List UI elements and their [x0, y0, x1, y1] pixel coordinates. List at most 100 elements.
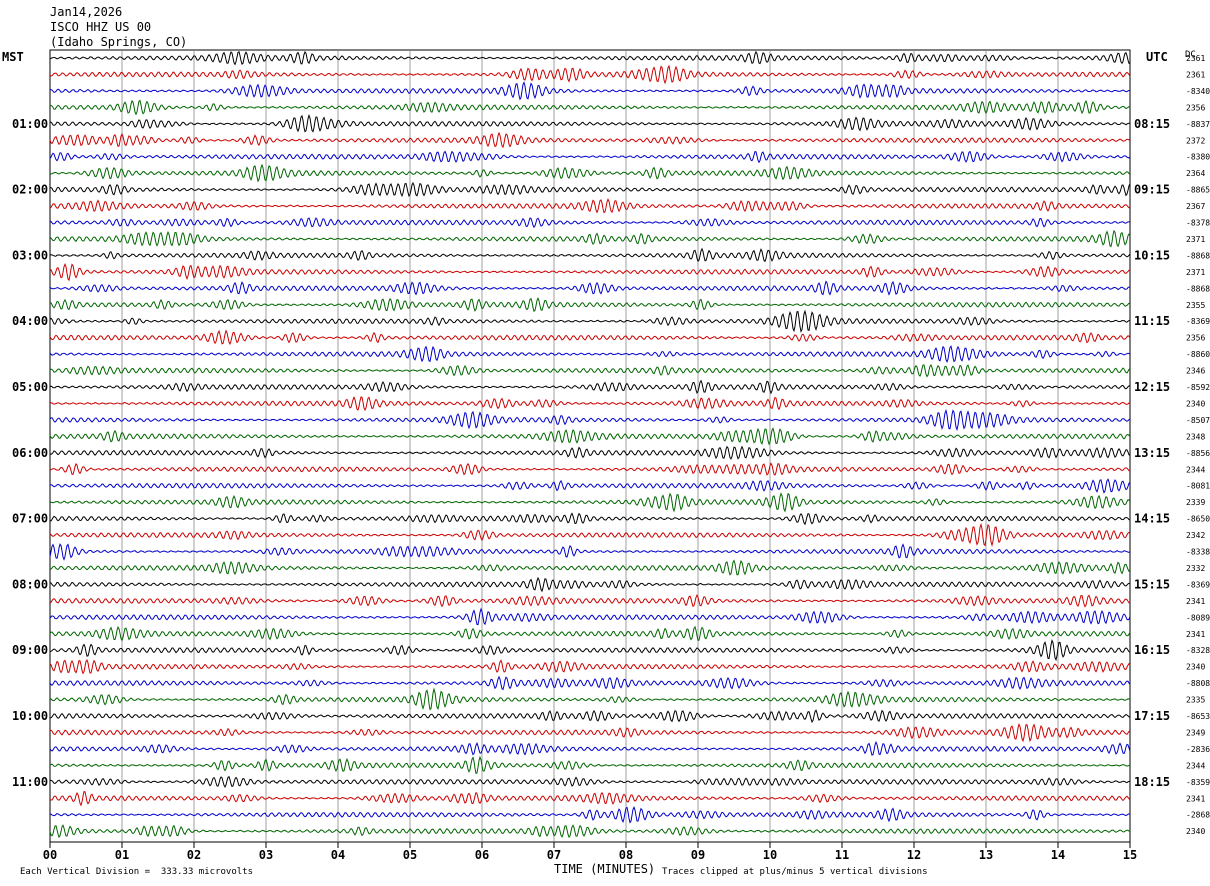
trace-row: [49, 755, 1131, 775]
dc-value: 2344: [1186, 465, 1205, 474]
dc-value: -8089: [1186, 613, 1210, 622]
dc-value: 2356: [1186, 103, 1205, 112]
dc-value: 2332: [1186, 564, 1205, 573]
header-location: (Idaho Springs, CO): [50, 35, 188, 49]
dc-value: -8340: [1186, 87, 1210, 96]
clip-note: Traces clipped at plus/minus 5 vertical …: [662, 867, 928, 877]
trace-row: [49, 345, 1131, 363]
left-hour-label: 06:00: [12, 446, 48, 460]
dc-value: -8369: [1186, 317, 1210, 326]
trace-row: [49, 396, 1131, 412]
x-tick-label: 05: [403, 848, 417, 862]
trace-row: [49, 639, 1131, 662]
trace-row: [49, 50, 1131, 66]
trace-row: [49, 625, 1131, 642]
trace-row: [49, 364, 1131, 378]
x-tick-label: 08: [619, 848, 633, 862]
dc-value: -8369: [1186, 580, 1210, 589]
trace-row: [49, 64, 1131, 85]
left-hour-label: 02:00: [12, 183, 48, 197]
trace-row: [50, 81, 1131, 101]
dc-value: 2340: [1186, 827, 1205, 836]
trace-row: [49, 722, 1131, 743]
trace-row: [49, 593, 1131, 608]
right-hour-label: 11:15: [1134, 314, 1170, 328]
left-hour-label: 07:00: [12, 512, 48, 526]
dc-value: 2341: [1186, 794, 1205, 803]
trace-row: [49, 99, 1131, 116]
dc-value: -8380: [1186, 153, 1210, 162]
trace-row: [49, 181, 1131, 198]
x-tick-label: 12: [907, 848, 921, 862]
x-tick-label: 03: [259, 848, 273, 862]
dc-value: -8837: [1186, 120, 1210, 129]
x-tick-label: 06: [475, 848, 489, 862]
trace-row: [49, 805, 1131, 824]
dc-value: -2836: [1186, 745, 1210, 754]
x-tick-label: 13: [979, 848, 993, 862]
dc-value: -8808: [1186, 679, 1210, 688]
trace-row: [49, 512, 1131, 526]
trace-row: [49, 559, 1131, 576]
trace-row: [49, 675, 1131, 691]
dc-value: -8856: [1186, 449, 1210, 458]
trace-row: [49, 775, 1131, 788]
trace-row: [49, 296, 1131, 313]
dc-value: 2348: [1186, 432, 1205, 441]
right-hour-label: 13:15: [1134, 446, 1170, 460]
left-hour-label: 10:00: [12, 709, 48, 723]
dc-value: 2340: [1186, 399, 1205, 408]
dc-value: 2367: [1186, 202, 1205, 211]
trace-row: [49, 740, 1131, 756]
dc-value: 2361: [1186, 54, 1205, 63]
trace-row: [49, 217, 1131, 229]
dc-value: 2335: [1186, 696, 1205, 705]
trace-row: [49, 280, 1131, 296]
dc-value: 2364: [1186, 169, 1205, 178]
x-tick-label: 15: [1123, 848, 1137, 862]
x-tick-label: 07: [547, 848, 561, 862]
dc-value: -8359: [1186, 778, 1210, 787]
trace-row: [49, 543, 1131, 561]
x-tick-label: 04: [331, 848, 345, 862]
dc-value: -8592: [1186, 383, 1210, 392]
right-hour-label: 10:15: [1134, 248, 1170, 262]
x-tick-label: 11: [835, 848, 849, 862]
right-hour-label: 12:15: [1134, 380, 1170, 394]
scale-note: Each Vertical Division = 333.33 microvol…: [20, 867, 253, 877]
left-hour-label: 04:00: [12, 314, 48, 328]
right-hour-label: 17:15: [1134, 709, 1170, 723]
trace-row: [49, 576, 1131, 593]
dc-value: -8860: [1186, 350, 1210, 359]
x-tick-label: 00: [43, 848, 57, 862]
dc-value: -8653: [1186, 712, 1210, 721]
left-timezone-label: MST: [2, 50, 24, 64]
trace-row: [49, 445, 1131, 460]
trace-row: [49, 113, 1131, 133]
dc-value: 2355: [1186, 301, 1205, 310]
right-hour-label: 08:15: [1134, 117, 1170, 131]
trace-row: [49, 478, 1131, 494]
x-tick-label: 14: [1051, 848, 1065, 862]
dc-value: -8338: [1186, 548, 1210, 557]
right-hour-label: 18:15: [1134, 775, 1170, 789]
left-hour-label: 09:00: [12, 643, 48, 657]
dc-value: -8507: [1186, 416, 1210, 425]
x-tick-label: 02: [187, 848, 201, 862]
right-hour-label: 14:15: [1134, 512, 1170, 526]
dc-value: -8081: [1186, 482, 1210, 491]
trace-row: [49, 329, 1131, 346]
dc-value: 2341: [1186, 630, 1205, 639]
trace-row: [49, 790, 1131, 807]
left-hour-label: 03:00: [12, 248, 48, 262]
dc-value: 2361: [1186, 70, 1205, 79]
trace-row: [49, 309, 1131, 333]
right-hour-label: 15:15: [1134, 577, 1170, 591]
trace-row: [49, 687, 1131, 711]
right-timezone-label: UTC: [1146, 50, 1168, 64]
plot-frame: [49, 49, 1131, 843]
trace-row: [49, 492, 1131, 513]
dc-value: -8865: [1186, 186, 1210, 195]
dc-value: 2340: [1186, 663, 1205, 672]
